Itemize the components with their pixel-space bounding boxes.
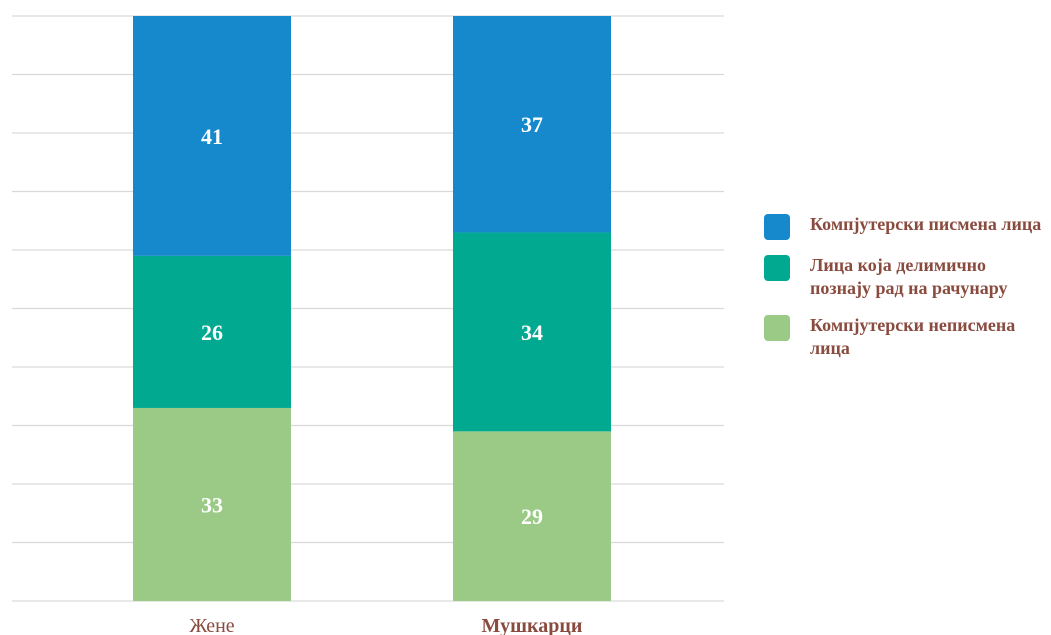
data-label-illiterate-0: 33 xyxy=(201,492,223,517)
legend-swatch xyxy=(764,315,790,341)
legend-label: Лица која делимично познају рад на рачун… xyxy=(810,255,1008,298)
category-label-1: Мушкарци xyxy=(482,615,583,635)
data-label-literate-0: 41 xyxy=(201,124,223,149)
data-label-partial-1: 34 xyxy=(521,320,543,345)
bar-segment-literate-0 xyxy=(133,16,291,256)
category-labels: Жене Мушкарци xyxy=(189,615,582,635)
data-label-literate-1: 37 xyxy=(521,112,543,137)
data-label-illiterate-1: 29 xyxy=(521,504,543,529)
legend-item-computer-literate: Компјутерски писмена лица xyxy=(764,213,1051,240)
bars xyxy=(133,16,611,601)
legend-label: Компјутерски писмена лица xyxy=(810,214,1042,234)
legend-label: Компјутерски неписмена лица xyxy=(810,315,1016,358)
legend: Компјутерски писмена лица Лица која дели… xyxy=(764,213,1051,374)
legend-swatch xyxy=(764,214,790,240)
legend-item-computer-illiterate: Компјутерски неписмена лица xyxy=(764,314,1051,360)
bar-segment-illiterate-1 xyxy=(453,431,611,601)
bar-segment-illiterate-0 xyxy=(133,407,291,601)
gridlines xyxy=(12,15,724,602)
data-labels: 33 26 41 29 34 37 xyxy=(201,112,543,529)
data-label-partial-0: 26 xyxy=(201,320,223,345)
bar-segment-partial-1 xyxy=(453,232,611,432)
bar-segment-partial-0 xyxy=(133,255,291,408)
category-label-0: Жене xyxy=(189,615,234,635)
bar-segment-literate-1 xyxy=(453,16,611,233)
legend-swatch xyxy=(764,255,790,281)
legend-item-partially-literate: Лица која делимично познају рад на рачун… xyxy=(764,254,1051,300)
